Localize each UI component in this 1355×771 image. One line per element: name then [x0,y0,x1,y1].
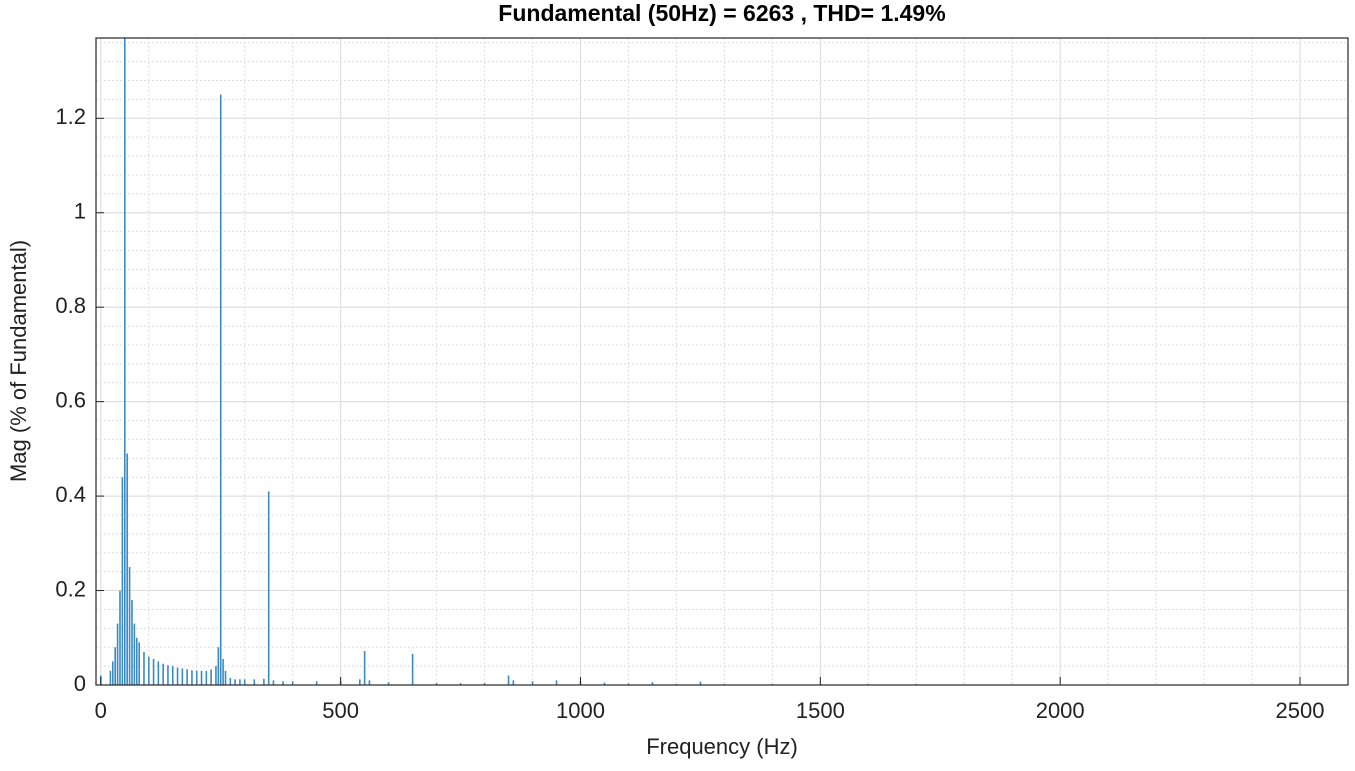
y-axis-label: Mag (% of Fundamental) [6,240,31,482]
x-tick-label: 2000 [1036,698,1085,723]
x-tick-label: 500 [322,698,359,723]
y-tick-label: 0.2 [55,576,86,601]
chart-title: Fundamental (50Hz) = 6263 , THD= 1.49% [498,0,945,26]
y-tick-label: 0.4 [55,482,86,507]
y-tick-label: 0.8 [55,293,86,318]
y-tick-label: 1.2 [55,104,86,129]
plot-area [96,38,1348,685]
x-tick-label: 0 [95,698,107,723]
y-tick-label: 1 [74,199,86,224]
x-tick-label: 1500 [796,698,845,723]
y-tick-label: 0.6 [55,387,86,412]
axes-box [95,37,1349,686]
grid [96,38,1348,686]
x-tick-label: 2500 [1276,698,1325,723]
y-tick-label: 0 [74,671,86,696]
x-axis-label: Frequency (Hz) [646,734,798,759]
x-tick-label: 1000 [556,698,605,723]
stems [99,38,966,685]
